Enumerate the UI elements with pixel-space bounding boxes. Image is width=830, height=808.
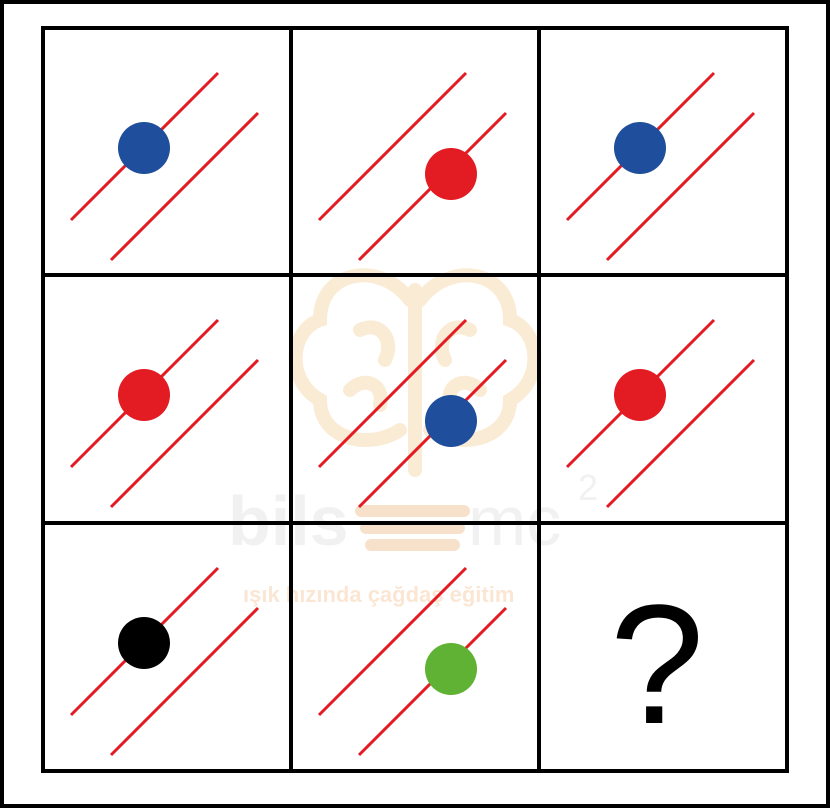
dot	[118, 122, 170, 174]
upper-diagonal-line	[317, 566, 468, 717]
cell-r1-c2	[317, 71, 508, 262]
cell-r2-c3	[565, 318, 756, 509]
watermark-superscript: 2	[578, 467, 598, 508]
lightbulb-base-icon	[355, 505, 470, 551]
cell-r2-c2	[317, 318, 508, 509]
dot	[118, 369, 170, 421]
upper-diagonal-line	[317, 71, 468, 222]
lower-diagonal-line	[605, 111, 756, 262]
upper-diagonal-line	[317, 318, 468, 469]
dot	[425, 395, 477, 447]
dot	[425, 643, 477, 695]
cell-r1-c1	[69, 71, 260, 262]
cell-r3-c3[interactable]: ?	[610, 570, 705, 760]
dot	[118, 617, 170, 669]
cell-r3-c1	[69, 566, 260, 757]
lower-diagonal-line	[109, 606, 260, 757]
cell-r1-c3	[565, 71, 756, 262]
lower-diagonal-line	[605, 358, 756, 509]
dot	[614, 122, 666, 174]
lower-diagonal-line	[109, 111, 260, 262]
cell-r3-c2	[317, 566, 508, 757]
grid	[41, 26, 789, 773]
cell-r2-c1	[69, 318, 260, 509]
question-mark: ?	[610, 570, 705, 760]
dot	[614, 369, 666, 421]
watermark-tagline: ışık hızında çağdaş eğitim	[243, 582, 514, 607]
lower-diagonal-line	[109, 358, 260, 509]
dot	[425, 148, 477, 200]
